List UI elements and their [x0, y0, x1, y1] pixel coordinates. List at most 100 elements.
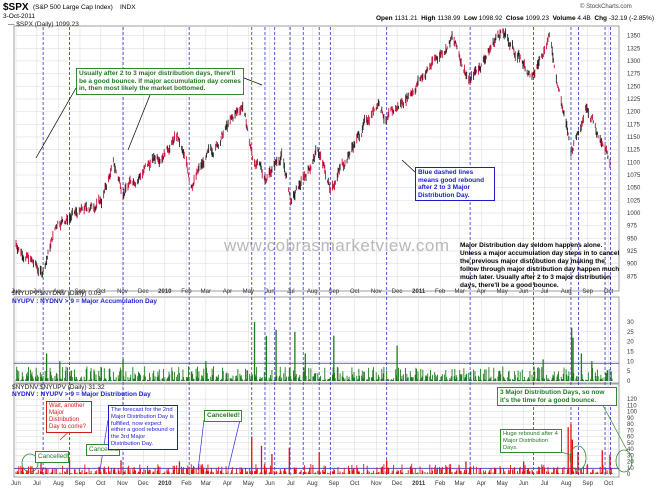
x-tick-label-bottom: Oct	[350, 481, 360, 487]
close-value: 1099.23	[525, 15, 549, 22]
x-tick-label-bottom: Dec	[392, 481, 403, 487]
x-tick-label-bottom: Nov	[117, 481, 128, 487]
price-tick-label: 925	[627, 249, 638, 255]
accumulation-panel	[13, 296, 620, 384]
distribution-bars	[15, 424, 613, 474]
x-tick-label: Aug	[307, 289, 318, 295]
x-tick-label: Jul	[287, 289, 295, 295]
highlight-circle	[21, 453, 39, 473]
acc-tick-label: 20	[627, 340, 634, 346]
price-tick-label: 1100	[627, 160, 641, 166]
x-tick-label-bottom: Jul	[287, 481, 295, 487]
x-tick-label: Jun	[11, 289, 21, 295]
x-tick-label: Mar	[455, 289, 465, 295]
dist-tick-label: 20	[627, 460, 634, 466]
acc-tick-label: 10	[627, 359, 634, 365]
annotation-arrows	[21, 77, 633, 473]
high-value: 1138.99	[437, 15, 461, 22]
x-tick-label: Apr	[477, 289, 486, 295]
x-tick-label-bottom: Sep	[582, 481, 593, 487]
x-tick-label: 2010	[158, 289, 172, 295]
dist-tick-label: 40	[627, 447, 634, 453]
dist-tick-label: 80	[627, 422, 634, 428]
dist-tick-label: 50	[627, 441, 634, 447]
price-legend: — $SPX (Daily) 1099.23	[8, 21, 79, 28]
x-tick-label-bottom: May	[496, 481, 507, 487]
x-tick-label-bottom: Oct	[604, 481, 614, 487]
x-tick-label: Dec	[392, 289, 403, 295]
price-tick-label: 1000	[627, 211, 641, 217]
highlight-circle	[569, 445, 587, 471]
price-tick-label: 1050	[627, 186, 641, 192]
price-tick-label: 1350	[627, 34, 641, 40]
x-tick-label-bottom: Oct	[96, 481, 106, 487]
x-tick-label: Jun	[265, 289, 275, 295]
annotation-cancelled-3: Cancelled!	[204, 410, 242, 422]
x-tick-label: Feb	[181, 289, 192, 295]
high-label: High	[421, 15, 436, 22]
dist-tick-label: 110	[627, 403, 637, 409]
low-label: Low	[463, 15, 477, 22]
x-tick-label-bottom: 2011	[412, 481, 426, 487]
exchange: INDX	[120, 4, 136, 11]
x-tick-label: Sep	[75, 289, 86, 295]
dist-tick-label: 90	[627, 416, 634, 422]
x-tick-label-bottom: Jul	[541, 481, 549, 487]
annotation-three-major: 3 Major Distribution Days, so now it's t…	[497, 387, 617, 406]
price-tick-label: 900	[627, 262, 638, 268]
x-tick-label: Dec	[138, 289, 149, 295]
x-tick-label-bottom: Mar	[201, 481, 211, 487]
dist-tick-label: 120	[627, 397, 638, 403]
x-tick-label: May	[496, 289, 507, 295]
x-tick-label-bottom: Feb	[435, 481, 446, 487]
annotation-arrow	[227, 419, 241, 471]
x-tick-label-bottom: Jun	[11, 481, 21, 487]
x-tick-label-bottom: May	[243, 481, 254, 487]
x-tick-label: Oct	[350, 289, 360, 295]
distribution-rule: NYDNV : NYUPV > 9 = Major Distribution D…	[12, 391, 151, 398]
price-tick-label: 975	[627, 224, 638, 230]
acc-tick-label: 5	[627, 369, 631, 375]
accumulation-legend: $NYUPV:$NYDNV (Daily) 0.03	[12, 290, 101, 297]
annotation-forecast: The forecast for the 2nd Major Distribut…	[108, 405, 178, 450]
x-tick-label: Apr	[223, 289, 232, 295]
price-tick-label: 1125	[627, 148, 641, 154]
x-tick-label-bottom: Aug	[53, 481, 64, 487]
annotation-huge-rebound: Huge rebound after 4 Major Distribution …	[500, 429, 562, 454]
x-tick-label: Jul	[33, 289, 41, 295]
x-tick-label: Sep	[328, 289, 339, 295]
x-tick-label-bottom: Jun	[519, 481, 529, 487]
price-tick-label: 1150	[627, 135, 641, 141]
x-tick-label-bottom: Aug	[561, 481, 572, 487]
price-tick-label: 1025	[627, 198, 641, 204]
x-tick-label: Oct	[604, 289, 614, 295]
annotation-arrow	[599, 399, 629, 453]
low-value: 1098.92	[478, 15, 503, 22]
close-label: Close	[505, 15, 524, 22]
annotation-blue-dashed: Blue dashed lines means good rebound aft…	[415, 167, 495, 201]
x-tick-label-bottom: Mar	[455, 481, 465, 487]
dist-tick-label: 0	[627, 472, 631, 478]
acc-tick-label: 0	[627, 379, 631, 385]
x-tick-label-bottom: Feb	[181, 481, 192, 487]
price-tick-label: 1225	[627, 97, 641, 103]
x-tick-label: Oct	[96, 289, 106, 295]
price-series	[15, 28, 611, 278]
x-tick-label: Aug	[53, 289, 64, 295]
source-credit: © StockCharts.com	[580, 4, 632, 10]
x-tick-label-bottom: 2010	[158, 481, 172, 487]
x-tick-label-bottom: Jun	[265, 481, 275, 487]
annotation-arrow	[127, 94, 151, 151]
index-name: (S&P 500 Large Cap Index)	[33, 4, 113, 11]
annotation-arrow	[197, 419, 205, 471]
price-tick-label: 875	[627, 274, 638, 280]
x-tick-label-bottom: Sep	[75, 481, 86, 487]
x-tick-label: 2011	[412, 289, 426, 295]
x-tick-label: May	[243, 289, 254, 295]
price-tick-label: 1275	[627, 72, 641, 78]
change-value: -32.19 (-2.85%)	[608, 15, 654, 22]
x-tick-label-bottom: Apr	[477, 481, 486, 487]
volume-label: Volume	[552, 15, 576, 22]
change-label: Chg	[594, 15, 608, 22]
price-tick-label: 1175	[627, 122, 641, 128]
